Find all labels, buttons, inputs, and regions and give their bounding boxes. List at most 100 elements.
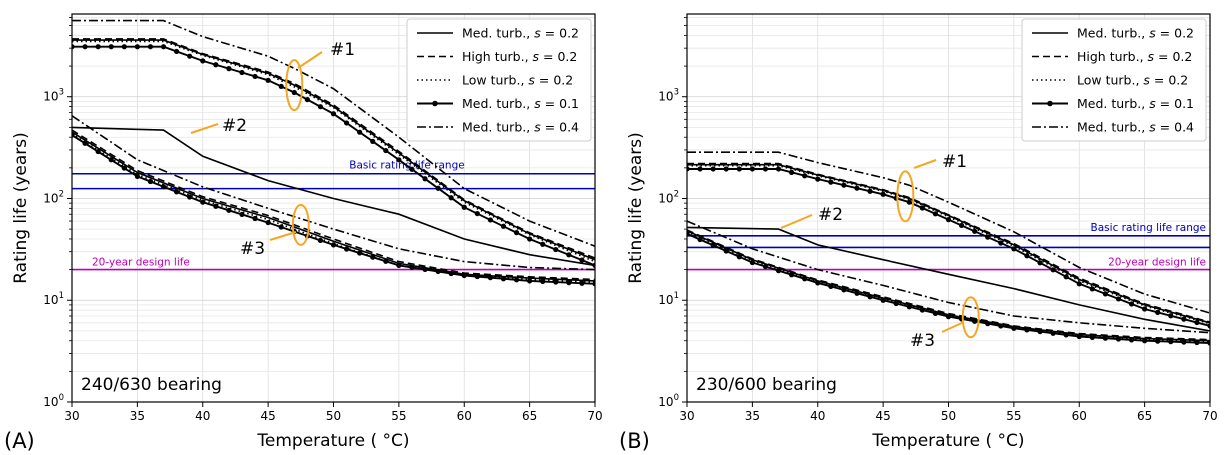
series-line [72, 19, 595, 247]
series-line [687, 168, 1210, 327]
series-marker [566, 252, 572, 258]
series-marker [330, 242, 337, 248]
callout-leader [941, 321, 965, 333]
series-marker [553, 246, 559, 253]
series-marker [239, 69, 245, 76]
series-marker [1142, 306, 1148, 312]
series-marker [200, 199, 206, 205]
panel-label: (A) [4, 429, 35, 453]
series-marker [1207, 340, 1210, 346]
series-marker [72, 44, 75, 50]
bearing-annotation: 240/630 bearing [81, 375, 222, 395]
series-marker [1155, 309, 1161, 315]
series-marker [958, 222, 965, 229]
series-marker [932, 211, 939, 217]
series-marker [723, 166, 729, 172]
series-marker [1037, 260, 1043, 266]
series-marker [121, 165, 127, 171]
series-marker [487, 275, 493, 281]
reference-line-label: 20-year design life [1108, 257, 1206, 269]
x-tick-label: 60 [457, 409, 472, 423]
legend-entry: Med. turb., s = 0.1 [462, 96, 579, 111]
callout-ellipse [961, 296, 980, 339]
series-marker [867, 294, 873, 300]
callout-label: #2 [818, 205, 843, 225]
series-marker [972, 228, 978, 234]
series-marker [252, 73, 258, 80]
series-marker [487, 217, 493, 223]
series-marker [710, 242, 716, 248]
series-marker [828, 179, 834, 185]
x-tick-label: 40 [195, 409, 210, 423]
x-axis-label: Temperature ( °C) [256, 431, 409, 451]
series-marker [95, 148, 101, 155]
series-marker [972, 318, 978, 324]
series-line [687, 162, 1210, 323]
series-line [687, 229, 1210, 341]
series-marker [357, 250, 363, 256]
x-tick-label: 30 [679, 409, 694, 423]
callout-leader [913, 159, 937, 169]
series-line [687, 151, 1210, 314]
series-marker [749, 166, 755, 172]
series-marker [134, 173, 140, 179]
x-tick-label: 50 [326, 409, 341, 423]
legend-box [1021, 18, 1207, 142]
series-marker [72, 132, 75, 138]
callout-leader [297, 51, 323, 69]
series-marker [945, 217, 952, 223]
x-tick-label: 55 [1006, 409, 1021, 423]
legend-entry: Med. turb., s = 0.1 [1077, 96, 1194, 111]
series-marker [121, 44, 127, 50]
x-tick-label: 55 [391, 409, 406, 423]
series-marker [304, 96, 310, 103]
series-marker [317, 104, 324, 110]
series-group [687, 151, 1210, 346]
series-marker [1076, 333, 1082, 340]
reference-line-label: Basic rating life range [1091, 222, 1206, 234]
series-marker [108, 157, 114, 163]
series-marker [396, 262, 402, 268]
legend-marker [432, 100, 438, 107]
x-tick-label: 50 [941, 409, 956, 423]
series-marker [1194, 339, 1200, 346]
series-marker [880, 191, 886, 197]
series-marker [291, 89, 297, 96]
series-marker [932, 310, 939, 316]
series-marker [82, 140, 88, 146]
series-marker [919, 205, 925, 211]
series-marker [579, 280, 585, 286]
series-marker [370, 254, 376, 260]
series-marker [1168, 339, 1174, 345]
series-marker [1128, 337, 1135, 343]
series-marker [687, 231, 690, 237]
series-marker [1089, 334, 1095, 340]
x-tick-label: 35 [130, 409, 145, 423]
series-line [687, 220, 1210, 334]
series-marker [697, 236, 703, 243]
series-marker [1076, 281, 1082, 287]
series-marker [566, 280, 572, 286]
series-marker [435, 268, 441, 275]
callout-label: #3 [240, 239, 265, 259]
series-marker [265, 77, 271, 83]
series-marker [527, 236, 533, 242]
legend-entry: Med. turb., s = 0.4 [462, 120, 579, 135]
series-marker [1115, 296, 1122, 302]
series-marker [82, 44, 88, 50]
callout-label: #3 [910, 331, 935, 351]
callout-label: #1 [330, 40, 355, 60]
series-marker [474, 210, 480, 217]
series-marker [396, 157, 402, 163]
series-line [72, 38, 595, 259]
callout-label: #2 [222, 116, 247, 136]
series-line [72, 126, 595, 267]
callout-ellipse [291, 203, 310, 246]
series-marker [448, 195, 454, 201]
series-marker [736, 166, 742, 172]
series-marker [187, 53, 193, 59]
x-tick-label: 70 [1202, 409, 1217, 423]
series-marker [383, 147, 389, 154]
series-marker [383, 258, 389, 264]
